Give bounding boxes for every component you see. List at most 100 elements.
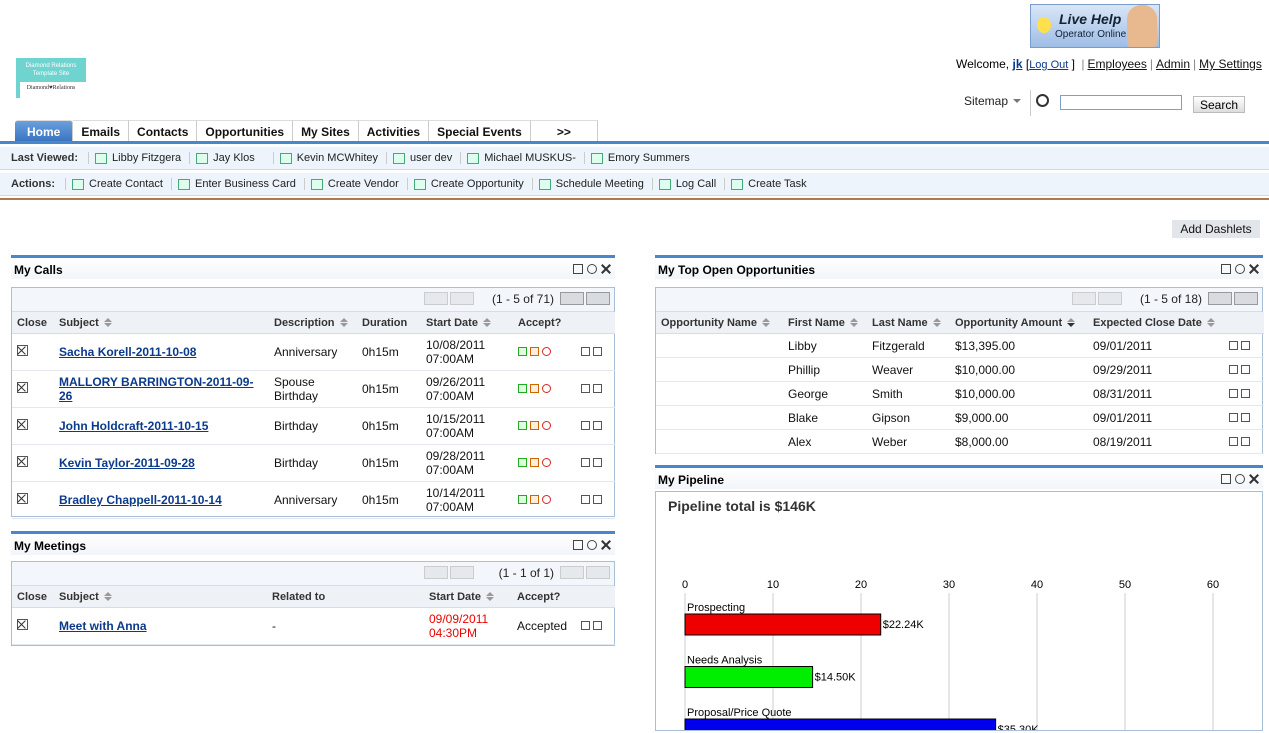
accept-icon[interactable] bbox=[518, 495, 527, 504]
sort-icon[interactable] bbox=[103, 317, 112, 327]
nav-tab[interactable]: Home bbox=[15, 120, 74, 141]
strip-item[interactable]: Create Contact bbox=[65, 178, 171, 190]
close-icon[interactable] bbox=[1249, 264, 1259, 274]
accept-icon[interactable] bbox=[530, 458, 539, 467]
refresh-icon[interactable] bbox=[587, 540, 597, 550]
edit-icon[interactable] bbox=[581, 421, 590, 430]
nav-tab[interactable]: Contacts bbox=[129, 120, 198, 141]
accept-icon[interactable] bbox=[530, 421, 539, 430]
edit-icon[interactable] bbox=[1221, 264, 1231, 274]
close-box[interactable] bbox=[17, 493, 28, 504]
search-input[interactable] bbox=[1060, 95, 1182, 110]
view-icon[interactable] bbox=[593, 621, 602, 630]
meeting-subject[interactable]: Meet with Anna bbox=[59, 619, 147, 633]
view-icon[interactable] bbox=[1241, 340, 1250, 350]
header-link[interactable]: My Settings bbox=[1199, 57, 1262, 71]
edit-icon[interactable] bbox=[1229, 340, 1238, 350]
search-button[interactable]: Search bbox=[1193, 96, 1245, 113]
view-icon[interactable] bbox=[1241, 388, 1250, 398]
sort-icon[interactable] bbox=[1067, 317, 1076, 327]
nav-tab[interactable]: Activities bbox=[358, 120, 430, 141]
pager-button[interactable] bbox=[560, 566, 584, 579]
nav-tab[interactable]: Special Events bbox=[429, 120, 531, 141]
nav-tab[interactable]: Opportunities bbox=[197, 120, 294, 141]
sort-icon[interactable] bbox=[485, 591, 494, 601]
close-icon[interactable] bbox=[601, 264, 611, 274]
edit-icon[interactable] bbox=[581, 458, 590, 467]
logo[interactable]: Diamond Relations Template Site Diamond♥R… bbox=[16, 58, 86, 98]
edit-icon[interactable] bbox=[581, 384, 590, 393]
close-box[interactable] bbox=[17, 456, 28, 467]
refresh-icon[interactable] bbox=[587, 264, 597, 274]
strip-item[interactable]: user dev bbox=[386, 152, 460, 164]
view-icon[interactable] bbox=[593, 421, 602, 430]
pager-button[interactable] bbox=[1072, 292, 1096, 305]
edit-icon[interactable] bbox=[581, 347, 590, 356]
view-icon[interactable] bbox=[593, 458, 602, 467]
view-icon[interactable] bbox=[1241, 412, 1250, 422]
call-subject[interactable]: Bradley Chappell-2011-10-14 bbox=[59, 493, 222, 507]
accept-icon[interactable] bbox=[530, 384, 539, 393]
strip-item[interactable]: Create Opportunity bbox=[406, 178, 532, 190]
sitemap[interactable]: Sitemap bbox=[964, 94, 1021, 108]
add-dashlets-button[interactable]: Add Dashlets bbox=[1172, 220, 1260, 238]
accept-icon[interactable] bbox=[518, 458, 527, 467]
edit-icon[interactable] bbox=[1229, 412, 1238, 422]
header-link[interactable]: Admin bbox=[1155, 57, 1190, 71]
pager-button[interactable] bbox=[450, 292, 474, 305]
refresh-icon[interactable] bbox=[1235, 264, 1245, 274]
accept-icon[interactable] bbox=[530, 347, 539, 356]
pager-button[interactable] bbox=[424, 292, 448, 305]
strip-item[interactable]: Jay Klos bbox=[189, 152, 263, 164]
close-box[interactable] bbox=[17, 419, 28, 430]
view-icon[interactable] bbox=[593, 384, 602, 393]
edit-icon[interactable] bbox=[1221, 474, 1231, 484]
close-icon[interactable] bbox=[1249, 474, 1259, 484]
accept-icon[interactable] bbox=[518, 384, 527, 393]
accept-icon[interactable] bbox=[518, 421, 527, 430]
sort-icon[interactable] bbox=[932, 317, 941, 327]
strip-item[interactable]: Enter Business Card bbox=[170, 178, 304, 190]
view-icon[interactable] bbox=[593, 495, 602, 504]
sort-icon[interactable] bbox=[849, 317, 858, 327]
accept-icon[interactable] bbox=[542, 421, 551, 430]
strip-item[interactable]: Libby Fitzgera bbox=[88, 152, 189, 164]
close-box[interactable] bbox=[17, 619, 28, 630]
accept-icon[interactable] bbox=[542, 384, 551, 393]
pager-button[interactable] bbox=[586, 292, 610, 305]
accept-icon[interactable] bbox=[542, 495, 551, 504]
edit-icon[interactable] bbox=[581, 621, 590, 630]
close-icon[interactable] bbox=[601, 540, 611, 550]
strip-item[interactable]: Schedule Meeting bbox=[531, 178, 652, 190]
strip-item[interactable]: Create Task bbox=[724, 178, 815, 190]
pager-button[interactable] bbox=[450, 566, 474, 579]
strip-item[interactable]: Log Call bbox=[651, 178, 724, 190]
accept-icon[interactable] bbox=[530, 495, 539, 504]
strip-item[interactable]: Kevin MCWhitey bbox=[272, 152, 386, 164]
user-link[interactable]: jk bbox=[1012, 57, 1023, 71]
edit-icon[interactable] bbox=[1229, 388, 1238, 398]
pager-button[interactable] bbox=[560, 292, 584, 305]
accept-icon[interactable] bbox=[542, 458, 551, 467]
pager-button[interactable] bbox=[1098, 292, 1122, 305]
nav-tab[interactable]: Emails bbox=[73, 120, 130, 141]
pager-button[interactable] bbox=[1234, 292, 1258, 305]
live-help-banner[interactable]: Live Help Operator Online bbox=[1030, 4, 1160, 48]
strip-item[interactable]: Create Vendor bbox=[303, 178, 407, 190]
view-icon[interactable] bbox=[1241, 436, 1250, 446]
accept-icon[interactable] bbox=[518, 347, 527, 356]
call-subject[interactable]: John Holdcraft-2011-10-15 bbox=[59, 419, 209, 433]
close-box[interactable] bbox=[17, 345, 28, 356]
view-icon[interactable] bbox=[593, 347, 602, 356]
edit-icon[interactable] bbox=[581, 495, 590, 504]
pager-button[interactable] bbox=[1208, 292, 1232, 305]
sort-icon[interactable] bbox=[339, 317, 348, 327]
edit-icon[interactable] bbox=[1229, 364, 1238, 374]
call-subject[interactable]: Sacha Korell-2011-10-08 bbox=[59, 345, 197, 359]
call-subject[interactable]: MALLORY BARRINGTON-2011-09-26 bbox=[59, 375, 254, 403]
strip-item[interactable]: Emory Summers bbox=[583, 152, 698, 164]
pager-button[interactable] bbox=[424, 566, 448, 579]
sort-icon[interactable] bbox=[482, 317, 491, 327]
accept-icon[interactable] bbox=[542, 347, 551, 356]
sort-icon[interactable] bbox=[103, 591, 112, 601]
